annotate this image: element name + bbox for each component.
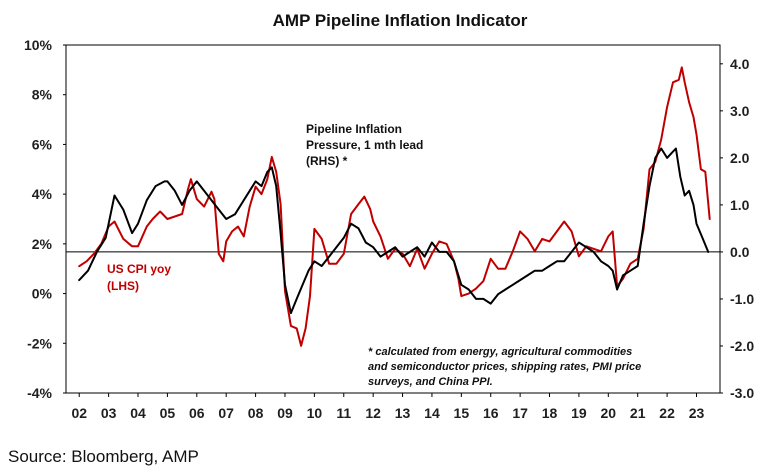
right-tick-label: 1.0 [730,197,750,213]
footnote-line-1: * calculated from energy, agricultural c… [368,346,632,358]
pipeline-label: Pipeline Inflation Pressure, 1 mth lead … [306,122,427,168]
pipeline-label-line-3: (RHS) * [306,154,348,168]
x-tick-label: 14 [424,405,440,421]
x-tick-label: 23 [689,405,705,421]
x-axis: 02 03 04 05 06 07 08 09 10 11 12 13 14 15 16 17 18 19 20 21… [71,393,704,421]
left-tick-label: -4% [27,385,52,401]
left-tick-label: 8% [32,87,53,103]
x-tick-label: 12 [365,405,381,421]
x-tick-label: 11 [336,405,351,421]
x-tick-label: 15 [454,405,470,421]
right-tick-label: -1.0 [730,291,754,307]
series-layer [78,66,711,347]
x-tick-label: 09 [277,405,293,421]
x-tick-label: 18 [542,405,558,421]
x-tick-label: 03 [101,405,117,421]
x-tick-label: 04 [130,405,146,421]
pipeline-inflation-line [78,147,710,315]
cpi-label-line-1: US CPI yoy [107,262,171,276]
x-tick-label: 07 [218,405,234,421]
x-tick-label: 13 [395,405,411,421]
footnote-line-2: and semiconductor prices, shipping rates… [368,361,641,373]
left-tick-label: 0% [32,286,53,302]
x-tick-label: 21 [630,405,646,421]
pipeline-label-line-2: Pressure, 1 mth lead [306,138,423,152]
left-tick-label: 2% [32,236,53,252]
footnote-line-3: surveys, and China PPI. [368,376,493,388]
x-tick-label: 16 [483,405,499,421]
left-tick-label: 4% [32,186,53,202]
left-tick-label: -2% [27,335,52,351]
right-tick-label: 0.0 [730,244,750,260]
chart-title: AMP Pipeline Inflation Indicator [273,11,528,30]
cpi-label-line-2: (LHS) [107,279,139,293]
plot-area [65,44,721,394]
us-cpi-yoy-line [78,66,711,347]
x-tick-label: 08 [248,405,264,421]
x-tick-label: 17 [512,405,528,421]
footnote: * calculated from energy, agricultural c… [368,346,644,388]
right-tick-label: 2.0 [730,150,750,166]
x-tick-label: 10 [307,405,323,421]
right-tick-label: -2.0 [730,338,754,354]
cpi-label: US CPI yoy (LHS) [107,262,174,293]
x-tick-label: 20 [601,405,617,421]
left-tick-label: 10% [24,37,53,53]
left-tick-label: 6% [32,136,53,152]
right-tick-label: -3.0 [730,385,754,401]
x-tick-label: 05 [160,405,176,421]
right-tick-label: 4.0 [730,56,750,72]
x-tick-label: 22 [659,405,675,421]
pipeline-label-line-1: Pipeline Inflation [306,122,402,136]
right-tick-label: 3.0 [730,103,750,119]
source-text: Source: Bloomberg, AMP [8,447,199,466]
x-tick-label: 06 [189,405,205,421]
x-tick-label: 02 [71,405,87,421]
right-y-axis: 4.0 3.0 2.0 1.0 0.0 -1.0 -2.0 -3.0 [720,56,754,401]
left-y-axis: 10% 8% 6% 4% 2% 0% -2% -4% [24,37,66,401]
x-tick-label: 19 [571,405,587,421]
